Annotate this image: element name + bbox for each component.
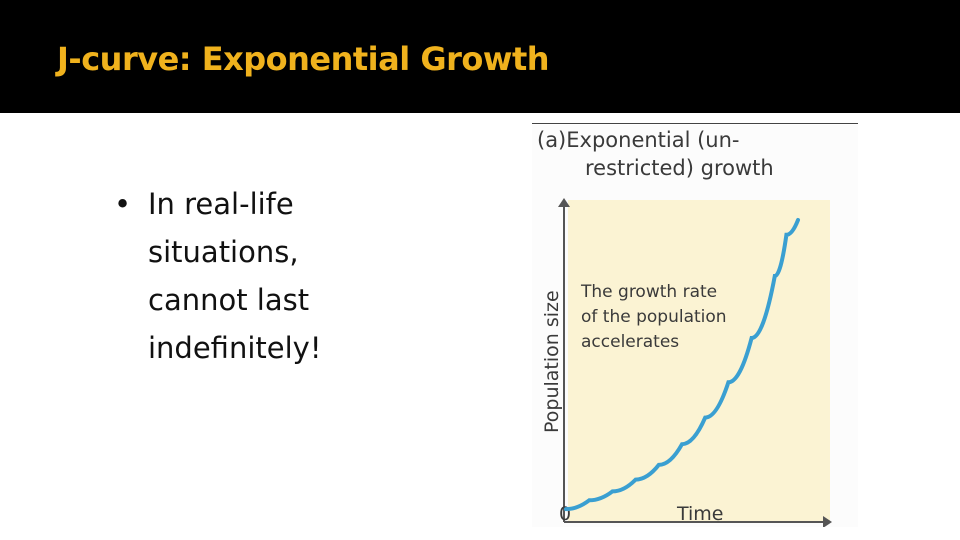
growth-chart: (a)Exponential (un- restricted) growth T… bbox=[532, 123, 858, 527]
growth-figure: (a)Exponential (un- restricted) growth T… bbox=[532, 123, 858, 527]
annotation-line-2: of the population bbox=[581, 307, 727, 327]
x-axis-arrow bbox=[823, 516, 832, 527]
bullet-text: In real-life situations, cannot last ind… bbox=[148, 187, 322, 365]
y-axis-arrow bbox=[558, 198, 570, 207]
annotation-line-3: accelerates bbox=[581, 332, 679, 352]
figure-heading-line-1: (a)Exponential (un- bbox=[537, 128, 740, 152]
bullet-symbol: • bbox=[114, 187, 132, 221]
y-axis-label: Population size bbox=[541, 290, 563, 433]
x-axis-label: Time bbox=[676, 503, 724, 525]
title-bar: J-curve: Exponential Growth bbox=[0, 0, 960, 113]
exponential-growth-curve bbox=[564, 218, 800, 512]
figure-heading-line-2: restricted) growth bbox=[585, 156, 774, 180]
plot-area bbox=[568, 200, 830, 522]
slide-title: J-curve: Exponential Growth bbox=[57, 40, 550, 78]
bullet-item: • In real-life situations, cannot last i… bbox=[114, 180, 398, 372]
annotation-line-1: The growth rate bbox=[580, 282, 717, 302]
x-tick-label-0: 0 bbox=[559, 503, 571, 525]
